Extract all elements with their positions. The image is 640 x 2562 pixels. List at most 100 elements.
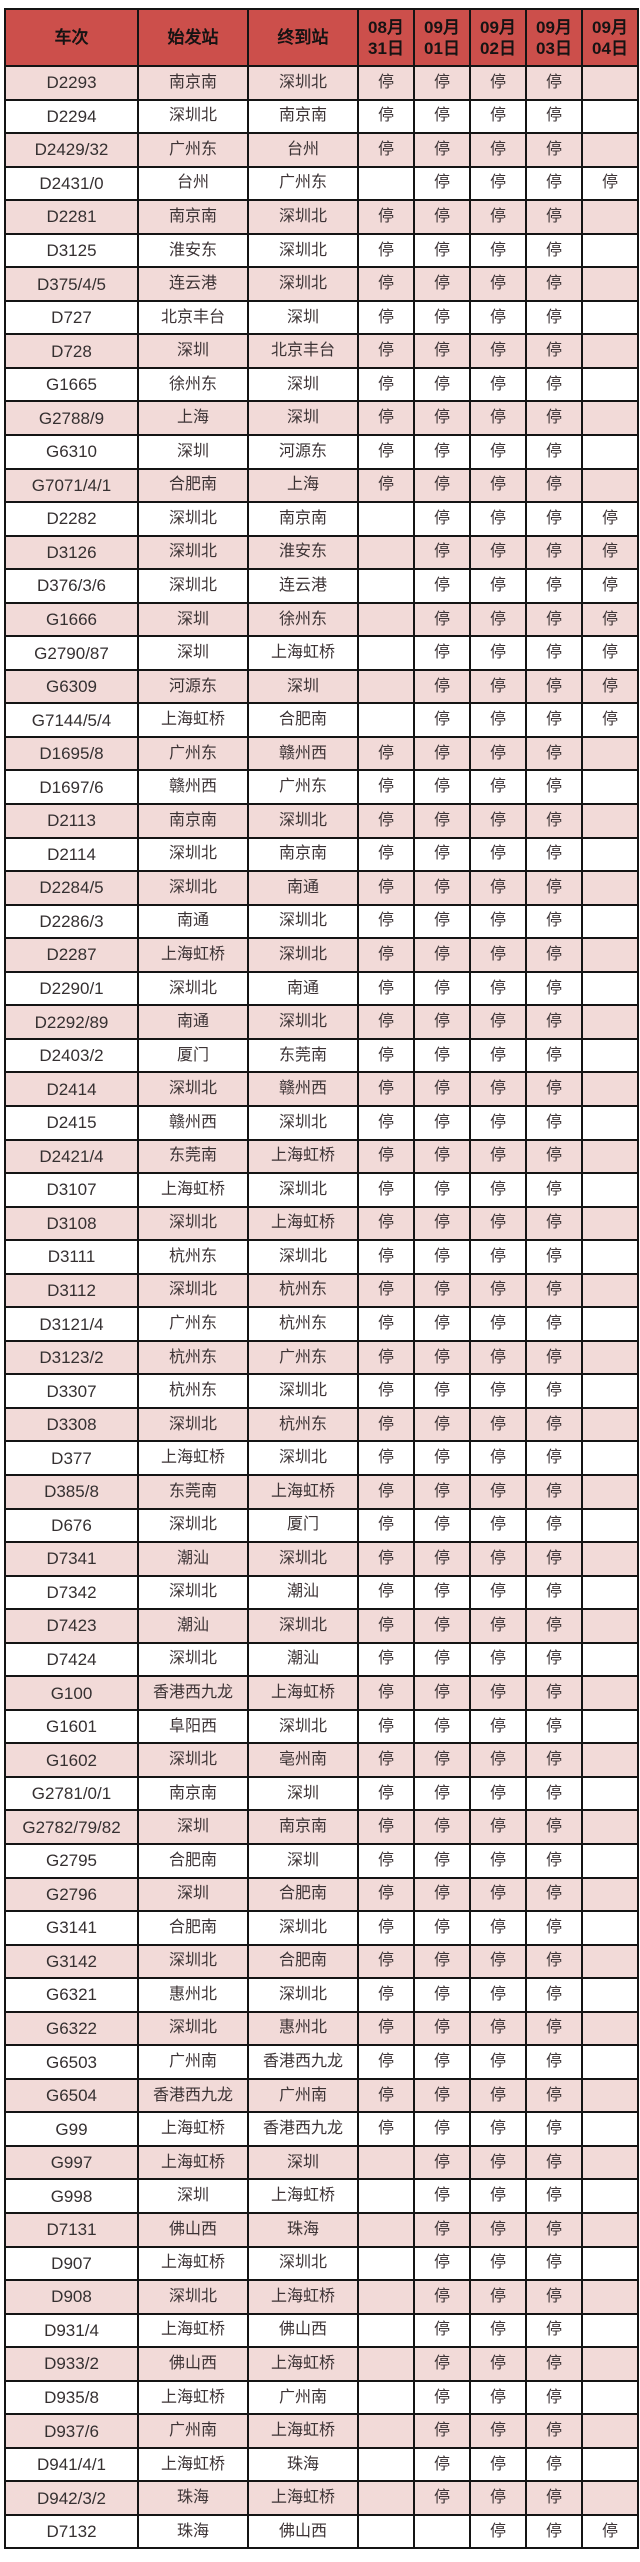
suspension-status-cell: 停 [469, 2212, 527, 2248]
table-row: D2113 南京南 深圳北停停停停 [4, 803, 639, 839]
train-number-cell: G3141 [4, 1910, 139, 1946]
suspension-status-cell: 停 [525, 366, 583, 403]
destination-station-cell: 上海虹桥 [247, 1205, 359, 1242]
suspension-status-cell: 停 [525, 1876, 583, 1913]
suspension-status-cell: 停 [469, 803, 527, 839]
suspension-status-cell: 停 [525, 1943, 583, 1980]
destination-station-cell: 南京南 [247, 836, 359, 873]
train-number-cell: D2403/2 [4, 1037, 139, 1074]
origin-station-cell: 合肥南 [137, 1910, 249, 1946]
suspension-status-cell: 停 [525, 2245, 583, 2282]
suspension-status-cell: 停 [413, 1876, 471, 1913]
suspension-status-cell: 停 [525, 467, 583, 504]
suspension-status-cell: 停 [469, 1641, 527, 1678]
suspension-status-cell [357, 568, 415, 604]
suspension-status-cell: 停 [413, 1440, 471, 1476]
suspension-status-cell: 停 [469, 1608, 527, 1644]
origin-station-cell: 河源东 [137, 668, 249, 705]
suspension-status-cell: 停 [469, 1205, 527, 1242]
suspension-status-cell: 停 [525, 937, 583, 973]
origin-station-cell: 厦门 [137, 1037, 249, 1074]
suspension-status-cell: 停 [581, 165, 639, 202]
table-row: D7131 佛山西 珠海停停停 [4, 2212, 639, 2248]
suspension-status-cell: 停 [525, 769, 583, 806]
origin-station-cell: 杭州东 [137, 1339, 249, 1376]
table-row: G2790/87 深圳 上海虹桥停停停停 [4, 635, 639, 671]
suspension-status-cell: 停 [413, 2144, 471, 2181]
suspension-status-cell: 停 [525, 2010, 583, 2047]
table-row: D3307 杭州东 深圳北停停停停 [4, 1373, 639, 1409]
suspension-status-cell [581, 2212, 639, 2248]
table-row: G997 上海虹桥 深圳停停停 [4, 2144, 639, 2181]
suspension-status-cell: 停 [469, 1004, 527, 1040]
suspension-status-cell: 停 [525, 2279, 583, 2315]
suspension-status-cell: 停 [469, 1775, 527, 1812]
suspension-status-cell: 停 [525, 165, 583, 202]
suspension-status-cell [581, 2111, 639, 2147]
suspension-status-cell [581, 1138, 639, 1175]
suspension-status-cell [357, 2212, 415, 2248]
suspension-status-cell: 停 [413, 1037, 471, 1074]
origin-station-cell: 赣州西 [137, 1104, 249, 1141]
origin-station-cell: 深圳北 [137, 1641, 249, 1678]
suspension-status-cell: 停 [413, 1071, 471, 1107]
suspension-status-cell: 停 [525, 2111, 583, 2147]
origin-station-cell: 深圳 [137, 2178, 249, 2214]
train-number-cell: D907 [4, 2245, 139, 2282]
header-date-0902: 09月 02日 [469, 8, 527, 67]
table-row: G2795 合肥南 深圳停停停停 [4, 1842, 639, 1879]
table-row: D3308 深圳北 杭州东停停停停 [4, 1406, 639, 1443]
suspension-status-cell: 停 [357, 132, 415, 168]
destination-station-cell: 深圳北 [247, 937, 359, 973]
train-number-cell: D3308 [4, 1406, 139, 1443]
suspension-status-cell: 停 [357, 769, 415, 806]
suspension-status-cell [581, 2077, 639, 2114]
train-number-cell: G6503 [4, 2044, 139, 2080]
train-number-cell: D2282 [4, 501, 139, 537]
train-number-cell: D2287 [4, 937, 139, 973]
train-number-cell: D7131 [4, 2212, 139, 2248]
destination-station-cell: 深圳北 [247, 1172, 359, 1208]
suspension-status-cell [357, 2312, 415, 2349]
destination-station-cell: 上海虹桥 [247, 1473, 359, 1510]
destination-station-cell: 深圳北 [247, 199, 359, 235]
destination-station-cell: 深圳北 [247, 1608, 359, 1644]
suspension-status-cell: 停 [525, 2513, 583, 2550]
suspension-status-cell: 停 [469, 2178, 527, 2214]
suspension-status-cell: 停 [357, 2077, 415, 2114]
suspension-status-cell: 停 [469, 601, 527, 638]
suspension-status-cell: 停 [413, 668, 471, 705]
suspension-status-cell: 停 [413, 1205, 471, 1242]
suspension-status-cell: 停 [357, 1641, 415, 1678]
suspension-status-cell [357, 668, 415, 705]
suspension-status-cell: 停 [525, 903, 583, 940]
suspension-status-cell: 停 [413, 333, 471, 369]
suspension-status-cell: 停 [469, 1507, 527, 1544]
train-number-cell: D2414 [4, 1071, 139, 1107]
suspension-status-cell: 停 [413, 434, 471, 470]
suspension-status-cell [357, 2480, 415, 2516]
destination-station-cell: 广州东 [247, 165, 359, 202]
suspension-status-cell: 停 [469, 1876, 527, 1913]
suspension-status-cell: 停 [469, 501, 527, 537]
suspension-status-cell: 停 [469, 1272, 527, 1309]
suspension-status-cell [581, 1775, 639, 1812]
suspension-status-cell: 停 [357, 1239, 415, 1275]
train-number-cell: G7071/4/1 [4, 467, 139, 504]
table-row: D676 深圳北 厦门停停停停 [4, 1507, 639, 1544]
origin-station-cell: 广州东 [137, 132, 249, 168]
origin-station-cell: 上海虹桥 [137, 2379, 249, 2416]
suspension-status-cell: 停 [525, 836, 583, 873]
destination-station-cell: 深圳北 [247, 803, 359, 839]
suspension-status-cell: 停 [413, 2178, 471, 2214]
suspension-status-cell: 停 [469, 2413, 527, 2449]
suspension-status-cell: 停 [357, 1943, 415, 1980]
suspension-status-cell [581, 1977, 639, 2013]
suspension-status-cell: 停 [525, 2178, 583, 2214]
suspension-status-cell: 停 [525, 333, 583, 369]
suspension-status-cell: 停 [469, 937, 527, 973]
suspension-status-cell [581, 98, 639, 135]
suspension-status-cell [581, 1809, 639, 1845]
suspension-status-cell: 停 [413, 2379, 471, 2416]
